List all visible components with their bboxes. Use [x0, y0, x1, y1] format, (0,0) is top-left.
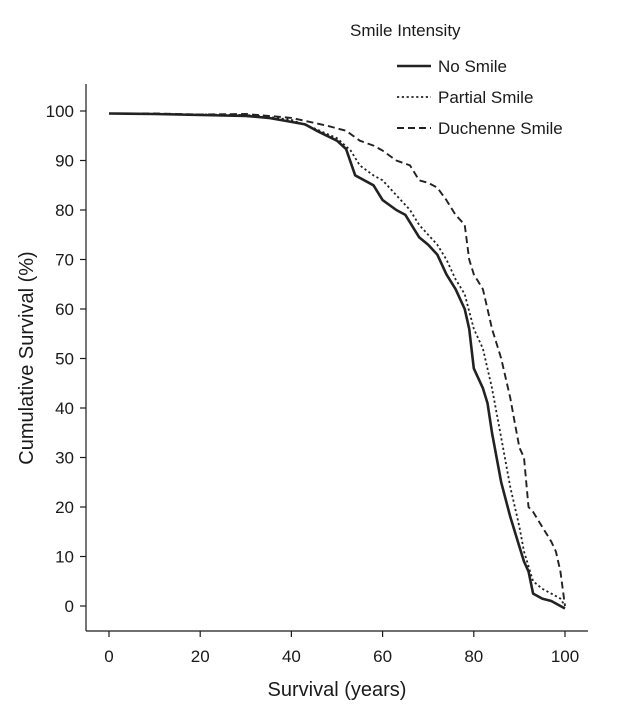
- y-ticks: 0 10 20 30 40 50 60 70 80 90 100: [46, 102, 86, 616]
- legend-items: No Smile Partial Smile Duchenne Smile: [397, 57, 563, 138]
- series-line-no-smile: [108, 112, 566, 610]
- axes: 0 10 20 30 40 50 60 70 80 90 100 0 20 40 60 80 100: [46, 84, 588, 666]
- x-tick-label: 20: [191, 647, 210, 666]
- y-tick-label: 30: [55, 449, 74, 468]
- series-line-duchenne-smile: [109, 112, 566, 607]
- legend: Smile Intensity No Smile Partial Smile Duc…: [350, 21, 563, 138]
- y-tick-label: 70: [55, 251, 74, 270]
- x-tick-label: 80: [464, 647, 483, 666]
- x-axis-title: Survival (years): [268, 679, 407, 701]
- y-tick-label: 60: [55, 300, 74, 319]
- y-tick-label: 50: [55, 350, 74, 369]
- y-tick-label: 0: [65, 597, 74, 616]
- x-ticks: 0 20 40 60 80 100: [104, 631, 579, 666]
- x-tick-label: 60: [373, 647, 392, 666]
- legend-label: Partial Smile: [438, 88, 533, 107]
- y-tick-label: 40: [55, 399, 74, 418]
- y-tick-label: 80: [55, 201, 74, 220]
- y-tick-label: 100: [46, 102, 74, 121]
- legend-title: Smile Intensity: [350, 21, 461, 40]
- series-line-partial-smile: [108, 112, 566, 607]
- y-tick-label: 90: [55, 152, 74, 171]
- y-tick-label: 10: [55, 548, 74, 567]
- y-axis-title: Cumulative Survival (%): [16, 251, 38, 464]
- y-tick-label: 20: [55, 498, 74, 517]
- legend-label: No Smile: [438, 57, 507, 76]
- legend-label: Duchenne Smile: [438, 119, 563, 138]
- x-tick-label: 40: [282, 647, 301, 666]
- x-tick-label: 100: [551, 647, 579, 666]
- x-tick-label: 0: [104, 647, 113, 666]
- series-group: [108, 112, 566, 610]
